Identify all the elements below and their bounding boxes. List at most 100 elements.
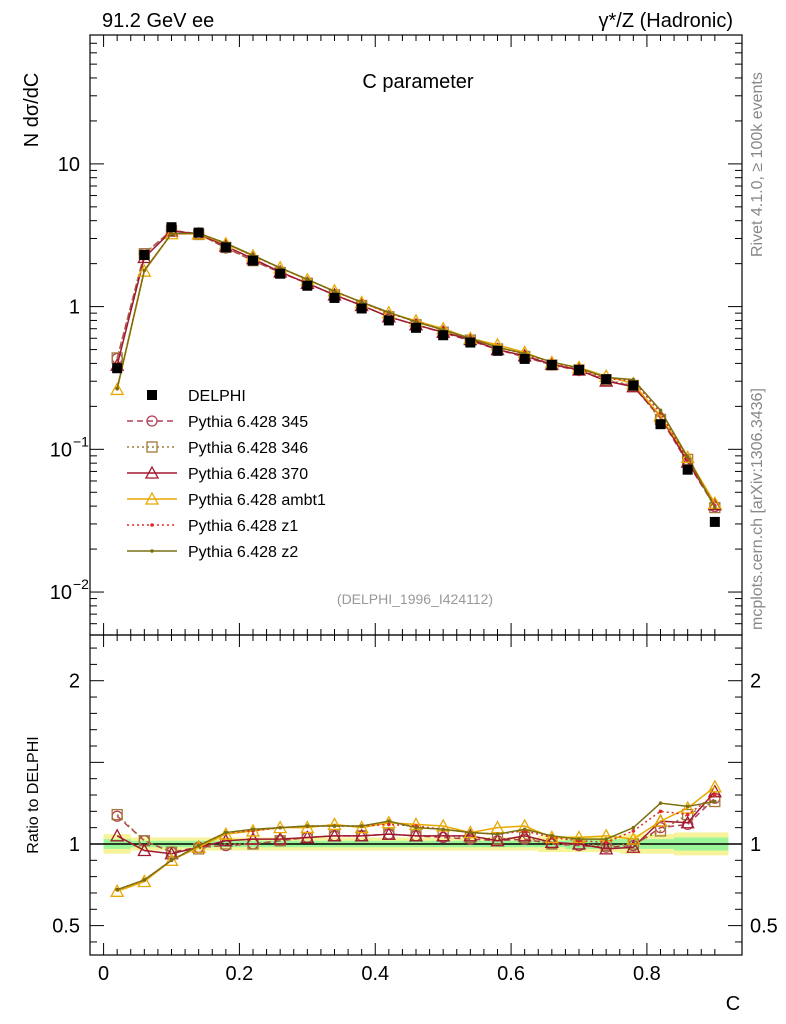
main-y-tick-label: 10 bbox=[58, 154, 80, 176]
main-point-series-5 bbox=[631, 377, 636, 382]
ratio-point-series-2 bbox=[381, 826, 396, 840]
ratio-point-series-5 bbox=[414, 825, 418, 830]
legend-label-series-2: Pythia 6.428 370 bbox=[188, 466, 308, 483]
ratio-point-series-4 bbox=[631, 829, 636, 833]
main-point-series-5 bbox=[713, 505, 717, 510]
ratio-line-series-2 bbox=[116, 791, 716, 855]
analysis-tag: (DELPHI_1996_I424112) bbox=[337, 591, 493, 607]
ratio-point-series-5 bbox=[278, 825, 282, 830]
main-y-tick-label: 1 bbox=[69, 297, 80, 319]
main-point-series-5 bbox=[305, 277, 310, 282]
ratio-point-series-5 bbox=[305, 824, 310, 828]
ratio-point-series-2 bbox=[571, 836, 587, 850]
data-point bbox=[519, 353, 530, 364]
main-y-tick-label: 10 bbox=[50, 582, 72, 604]
ratio-point-series-5 bbox=[685, 804, 690, 809]
ratio-ylabel: Ratio to DELPHI bbox=[25, 736, 42, 853]
ratio-frame bbox=[89, 634, 743, 956]
main-point-series-5 bbox=[685, 455, 690, 459]
ratio-point-series-5 bbox=[115, 887, 119, 892]
ratio-point-series-4 bbox=[713, 793, 717, 797]
ratio-point-series-5 bbox=[658, 801, 663, 805]
side-rivet-label: Rivet 4.1.0, ≥ 100k events bbox=[749, 72, 766, 257]
main-series-layer bbox=[110, 222, 722, 527]
side-site-label: mcplots.cern.ch [arXiv:1306.3436] bbox=[749, 388, 766, 630]
main-y-tick-label: 10 bbox=[50, 439, 72, 461]
data-point bbox=[383, 315, 394, 326]
ratio-point-series-5 bbox=[196, 843, 201, 848]
ratio-y-tick-label-left: 1 bbox=[69, 834, 80, 856]
main-y-tick-exponent: −2 bbox=[73, 576, 89, 592]
legend-marker-series-2 bbox=[144, 465, 160, 479]
data-point bbox=[682, 464, 693, 475]
data-point bbox=[356, 303, 367, 314]
header-right: γ*/Z (Hadronic) bbox=[599, 10, 733, 32]
data-point bbox=[601, 374, 612, 385]
ratio-point-series-4 bbox=[387, 822, 391, 827]
ratio-point-series-5 bbox=[332, 824, 337, 828]
data-point bbox=[438, 330, 449, 341]
legend-label-series-0: Pythia 6.428 345 bbox=[188, 414, 308, 431]
ratio-point-series-3 bbox=[164, 852, 179, 866]
main-line-series-2 bbox=[116, 230, 716, 506]
ratio-point-series-3 bbox=[245, 823, 261, 837]
main-point-series-5 bbox=[169, 231, 174, 236]
data-point bbox=[628, 380, 639, 391]
ratio-point-series-3 bbox=[653, 813, 668, 827]
legend-label-data: DELPHI bbox=[188, 388, 246, 405]
ratio-y-tick-label-left: 2 bbox=[69, 671, 80, 693]
ratio-point-series-3 bbox=[544, 830, 559, 844]
ratio-point-series-5 bbox=[142, 878, 147, 882]
ratio-point-series-5 bbox=[713, 799, 717, 804]
ratio-point-series-3 bbox=[327, 817, 342, 831]
main-point-series-5 bbox=[658, 408, 663, 413]
x-tick-label: 0.6 bbox=[497, 963, 525, 985]
main-point-series-3 bbox=[680, 449, 695, 464]
ratio-point-series-5 bbox=[577, 837, 581, 841]
data-point bbox=[329, 292, 340, 303]
data-point bbox=[220, 242, 231, 253]
ratio-point-series-2 bbox=[245, 831, 261, 845]
ratio-point-series-5 bbox=[359, 824, 364, 828]
ratio-point-series-4 bbox=[658, 809, 663, 814]
main-line-series-4 bbox=[116, 232, 716, 507]
ratio-point-series-5 bbox=[251, 827, 255, 832]
main-ylabel: N dσ/dC bbox=[21, 73, 43, 148]
legend: DELPHI Pythia 6.428 345 Pythia 6.428 346 Py… bbox=[127, 388, 326, 561]
ratio-y-tick-label-right: 1 bbox=[750, 834, 761, 856]
ratio-point-series-3 bbox=[110, 883, 125, 897]
ratio-point-series-5 bbox=[441, 827, 445, 832]
main-y-tick-exponent: −1 bbox=[73, 433, 89, 449]
ratio-point-series-2 bbox=[517, 828, 532, 842]
main-point-series-2 bbox=[707, 497, 722, 511]
legend-label-series-5: Pythia 6.428 z2 bbox=[188, 544, 298, 561]
x-tick-label: 0.8 bbox=[633, 963, 661, 985]
ratio-y-tick-label-left: 0.5 bbox=[52, 916, 80, 938]
legend-marker-series-3 bbox=[144, 491, 160, 505]
ratio-series-layer bbox=[110, 779, 722, 897]
header-left: 91.2 GeV ee bbox=[102, 10, 214, 32]
legend-marker-series-4 bbox=[150, 523, 154, 527]
data-point bbox=[302, 280, 313, 291]
main-point-series-5 bbox=[278, 266, 282, 270]
data-point bbox=[465, 337, 476, 348]
ratio-point-series-4 bbox=[685, 812, 690, 817]
data-point bbox=[248, 255, 258, 266]
ratio-point-series-2 bbox=[273, 831, 288, 845]
data-point bbox=[411, 322, 421, 333]
main-point-series-3 bbox=[137, 263, 152, 277]
ratio-point-series-2 bbox=[110, 828, 125, 842]
main-point-series-5 bbox=[142, 268, 147, 273]
legend-marker-series-1 bbox=[146, 441, 158, 453]
x-tick-label: 0.2 bbox=[226, 963, 254, 985]
data-point bbox=[546, 359, 557, 370]
ratio-point-series-5 bbox=[224, 830, 228, 835]
data-point bbox=[275, 268, 286, 279]
x-axis-label: C bbox=[726, 993, 740, 1015]
main-point-series-5 bbox=[387, 310, 391, 315]
ratio-point-series-2 bbox=[354, 828, 369, 842]
ratio-point-series-2 bbox=[300, 830, 315, 844]
legend-marker-series-5 bbox=[150, 549, 154, 553]
